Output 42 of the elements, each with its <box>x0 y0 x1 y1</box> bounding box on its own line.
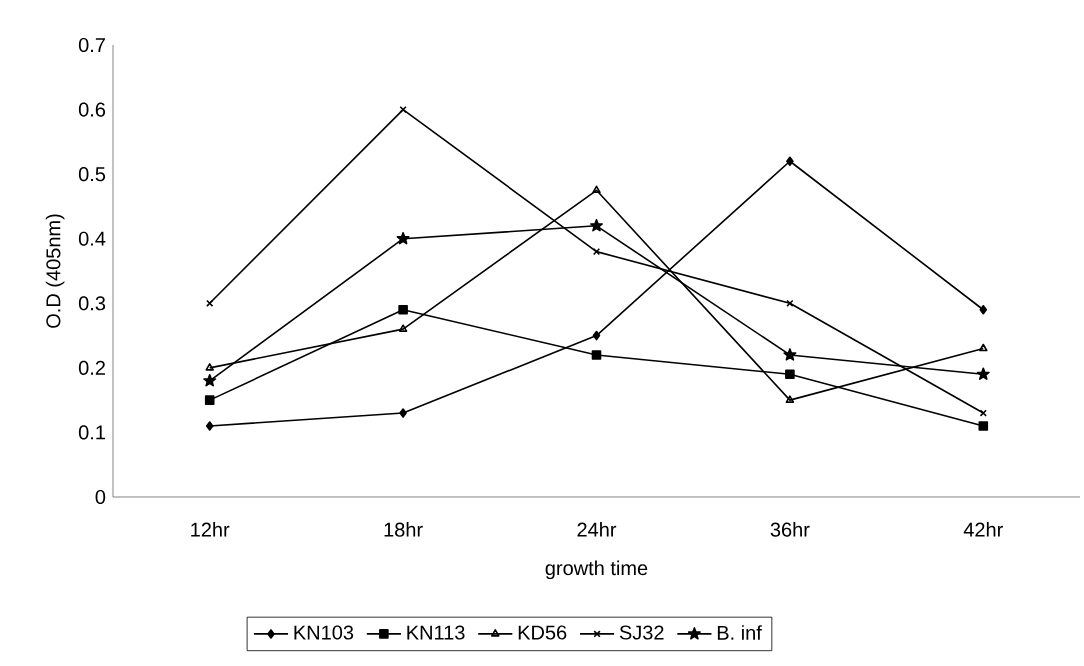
x-tick-label: 36hr <box>770 522 810 537</box>
legend-label: KN113 <box>407 625 465 640</box>
point <box>591 350 602 360</box>
x-tick-label: 18hr <box>384 522 423 537</box>
point <box>203 373 217 387</box>
legend-label: B. inf <box>717 625 762 640</box>
x-tick-label: 42hr <box>963 522 1003 537</box>
y-tick-label: 0.6 <box>78 102 106 117</box>
point <box>592 185 601 194</box>
y-tick-label: 0.3 <box>78 296 106 311</box>
legend-label: KN103 <box>294 625 354 640</box>
legend-label: KD56 <box>518 625 567 640</box>
point <box>398 324 408 332</box>
point <box>976 367 990 380</box>
point <box>979 343 988 352</box>
point <box>978 421 989 431</box>
point <box>205 363 214 371</box>
point <box>786 156 794 167</box>
y-tick-label: 0.2 <box>78 360 105 375</box>
point <box>783 348 797 361</box>
point <box>206 299 214 307</box>
y-tick-label: 0.7 <box>78 37 105 53</box>
point <box>204 395 215 405</box>
y-tick-label: 0.5 <box>78 167 106 182</box>
point <box>399 408 407 418</box>
y-tick-label: 0.1 <box>78 425 105 440</box>
x-axis-title: growth time <box>545 560 648 580</box>
point <box>205 421 214 431</box>
point <box>592 330 601 341</box>
point <box>785 369 795 380</box>
y-axis-title: O.D (405nm) <box>45 214 65 328</box>
y-tick-label: 0 <box>95 489 106 505</box>
y-tick-label: 0.4 <box>78 231 106 246</box>
point <box>785 395 795 403</box>
point <box>979 304 988 315</box>
x-tick-label: 12hr <box>191 522 230 537</box>
x-tick-label: 24hr <box>577 522 617 537</box>
point <box>396 231 410 245</box>
point <box>398 304 408 315</box>
point <box>590 219 604 232</box>
legend-label: SJ32 <box>619 625 664 640</box>
point <box>592 248 601 256</box>
